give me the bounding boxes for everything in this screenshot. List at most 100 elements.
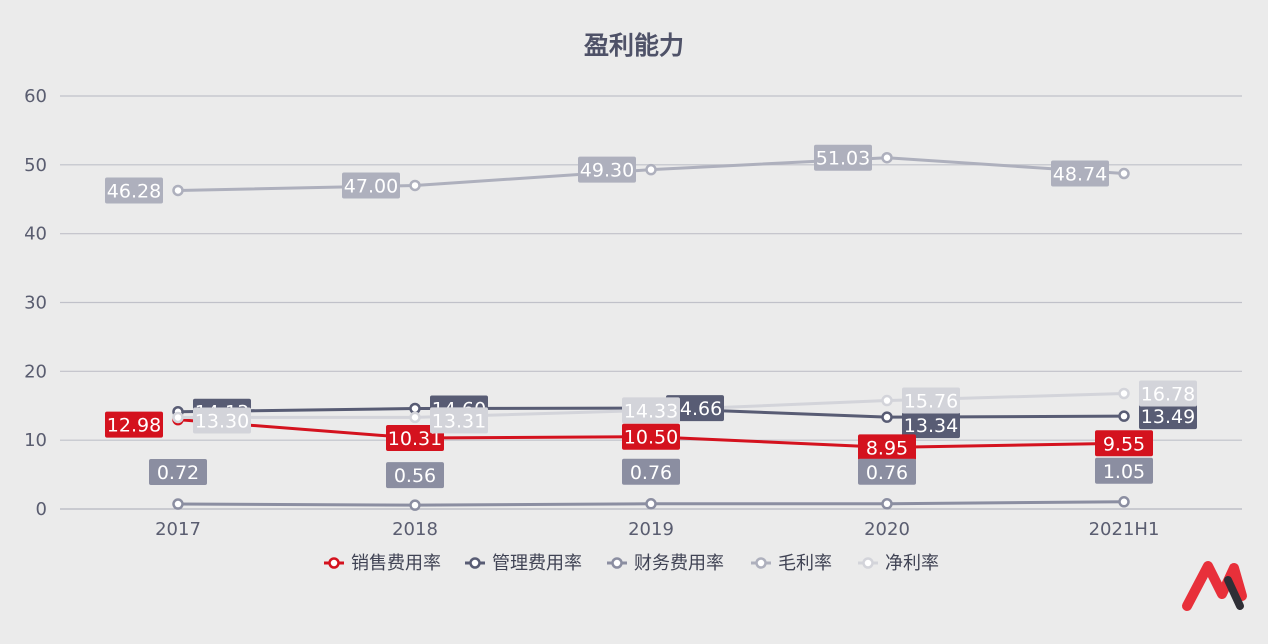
series-group	[172, 151, 1130, 197]
data-label: 48.74	[1051, 160, 1109, 187]
x-axis: 2017 2018 2019 2020 2021H1	[155, 519, 1159, 540]
data-label: 16.78	[1139, 380, 1197, 407]
series-layer	[172, 151, 1130, 511]
data-label: 14.33	[622, 397, 680, 424]
legend-swatch-marker	[611, 557, 623, 569]
data-label-box	[858, 458, 916, 485]
legend-item[interactable]: 净利率	[858, 553, 939, 574]
x-tick-label: 2019	[628, 519, 674, 540]
legend-item[interactable]: 管理费用率	[465, 553, 582, 574]
data-label-box	[902, 412, 960, 439]
data-label-text: 1.05	[1103, 461, 1145, 483]
y-tick-label: 60	[24, 86, 47, 107]
data-point	[172, 498, 184, 510]
data-label-text: 15.76	[904, 391, 958, 413]
data-label: 47.00	[342, 172, 400, 199]
data-label: 13.30	[193, 407, 251, 434]
legend-item[interactable]: 毛利率	[751, 553, 832, 574]
y-axis: 0 10 20 30 40 50 60	[24, 86, 47, 520]
data-label-box	[342, 172, 400, 199]
data-point	[645, 163, 657, 176]
data-label-text: 0.76	[630, 462, 672, 484]
data-label-box	[386, 462, 444, 489]
data-label-text: 49.30	[580, 160, 634, 182]
legend-item[interactable]: 销售费用率	[324, 553, 441, 574]
legend-swatch-marker	[755, 557, 767, 569]
data-label-text: 10.31	[388, 428, 442, 450]
data-point	[1118, 496, 1130, 508]
data-label-text: 13.34	[904, 415, 958, 437]
x-tick-label: 2020	[864, 519, 910, 540]
data-label-text: 9.55	[1103, 433, 1145, 455]
data-label: 15.76	[902, 387, 960, 414]
logo-stroke-dark	[1224, 576, 1244, 610]
data-label: 13.31	[430, 407, 488, 434]
data-label-text: 13.30	[195, 410, 249, 432]
logo-mark	[1182, 561, 1247, 611]
data-label-text: 0.72	[157, 462, 199, 484]
data-label-box	[622, 458, 680, 485]
data-label-box	[902, 387, 960, 414]
data-point	[881, 498, 893, 510]
data-point	[409, 179, 421, 192]
series-group	[172, 496, 1130, 511]
data-label: 1.05	[1095, 457, 1153, 484]
data-point	[172, 184, 184, 197]
data-label-text: 47.00	[344, 175, 398, 197]
data-label-box	[1051, 160, 1109, 187]
data-label: 8.95	[858, 434, 916, 461]
data-label: 9.55	[1095, 430, 1153, 457]
data-label-text: 16.78	[1141, 383, 1195, 405]
data-label: 0.56	[386, 462, 444, 489]
data-label: 0.72	[149, 459, 207, 486]
data-label-text: 13.31	[432, 410, 486, 432]
legend-swatch-marker	[469, 557, 481, 569]
x-tick-label: 2017	[155, 519, 201, 540]
data-label-box	[430, 407, 488, 434]
y-tick-label: 0	[36, 499, 47, 520]
data-label-box	[105, 411, 163, 438]
data-label: 49.30	[578, 156, 636, 183]
legend-label: 销售费用率	[351, 553, 441, 574]
data-point	[1118, 387, 1130, 400]
x-tick-label: 2018	[392, 519, 438, 540]
legend-label: 管理费用率	[492, 553, 582, 574]
y-tick-label: 30	[24, 293, 47, 314]
data-label-text: 14.33	[624, 400, 678, 422]
data-label-box	[193, 407, 251, 434]
legend-item[interactable]: 财务费用率	[607, 553, 724, 574]
data-label: 46.28	[105, 177, 163, 204]
data-label-box	[105, 177, 163, 204]
data-label: 10.31	[386, 425, 444, 452]
data-label-text: 12.98	[107, 415, 161, 437]
data-label-text: 13.49	[1141, 406, 1195, 428]
data-label-box	[858, 434, 916, 461]
data-label-text: 8.95	[866, 437, 908, 459]
legend-swatch-marker	[328, 557, 340, 569]
data-point	[881, 411, 893, 423]
legend-swatch-marker	[862, 557, 874, 569]
data-label-box	[1095, 457, 1153, 484]
y-tick-label: 50	[24, 155, 47, 176]
data-label: 13.49	[1139, 403, 1197, 430]
y-tick-label: 10	[24, 430, 47, 451]
data-point	[881, 151, 893, 164]
data-label-box	[666, 395, 724, 422]
data-point	[1118, 167, 1130, 180]
data-label-box	[578, 156, 636, 183]
data-label-text: 0.56	[394, 465, 436, 487]
data-label-text: 0.76	[866, 462, 908, 484]
legend-label: 财务费用率	[634, 553, 724, 574]
data-label: 13.34	[902, 412, 960, 439]
data-label-text: 46.28	[107, 180, 161, 202]
legend-label: 毛利率	[778, 553, 832, 574]
data-label: 10.50	[622, 423, 680, 450]
y-tick-label: 40	[24, 224, 47, 245]
data-label-text: 10.50	[624, 427, 678, 449]
legend-label: 净利率	[885, 553, 939, 574]
data-label-box	[386, 425, 444, 452]
data-label-text: 14.66	[668, 398, 722, 420]
data-label: 51.03	[814, 144, 872, 171]
legend: 销售费用率 管理费用率 财务费用率 毛利率 净利率	[324, 553, 939, 574]
